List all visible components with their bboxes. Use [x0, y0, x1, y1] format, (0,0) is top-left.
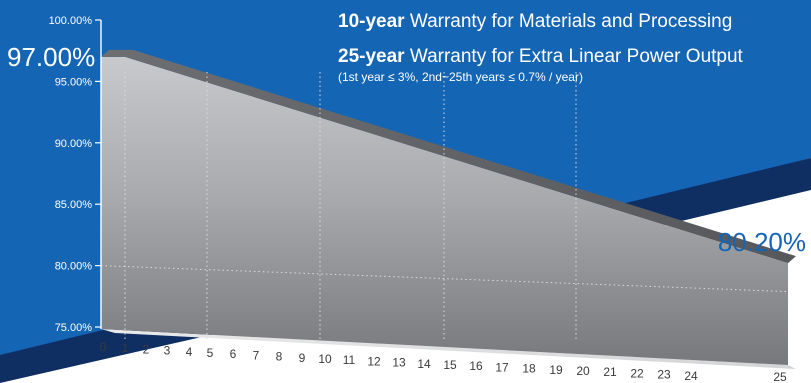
headline-line-1-rest: Warranty for Materials and Processing: [405, 11, 733, 32]
x-tick-label: 5: [207, 346, 214, 360]
x-tick-label: 2: [143, 342, 150, 356]
end-value-callout: 80.20%: [718, 227, 806, 257]
y-axis-ticks: 100.00% 95.00% 90.00% 85.00% 80.00% 75.00%: [49, 15, 101, 334]
x-axis-ticks: 0 1 2 3 4 5 6 7 8 9 10 11 12 13 14 15 16 17 18 19 20 21 22 23 24…: [100, 340, 787, 383]
start-value-callout: 97.00%: [7, 42, 95, 72]
y-tick-label: 90.00%: [55, 138, 93, 150]
x-tick-label: 22: [630, 366, 644, 380]
headline-line-1: 10-year Warranty for Materials and Proce…: [338, 11, 732, 32]
warranty-note: (1st year ≤ 3%, 2nd~25th years ≤ 0.7% / …: [338, 70, 583, 84]
horizontal-gridline: [100, 265, 789, 293]
y-tick-label: 75.00%: [55, 322, 93, 334]
slab-top-face: [101, 49, 796, 264]
x-tick-label: 19: [549, 363, 563, 377]
x-tick-label: 14: [417, 357, 431, 371]
headline-line-2-bold: 25-year: [338, 46, 405, 67]
y-tick-label: 80.00%: [55, 261, 93, 273]
y-tick-label: 95.00%: [55, 76, 93, 88]
x-tick-label: 0: [100, 340, 107, 354]
x-tick-label: 23: [657, 368, 671, 382]
headline-line-2-rest: Warranty for Extra Linear Power Output: [405, 46, 744, 67]
y-tick-label: 85.00%: [55, 199, 93, 211]
x-tick-label: 16: [469, 359, 483, 373]
x-tick-label: 20: [576, 364, 590, 378]
chart-gridlines: [100, 72, 789, 340]
x-tick-label: 4: [186, 345, 193, 359]
y-tick-label: 100.00%: [49, 15, 93, 27]
headline-line-2: 25-year Warranty for Extra Linear Power …: [338, 46, 744, 67]
x-tick-label: 11: [343, 353, 356, 367]
slab-front-face: [101, 56, 788, 366]
x-tick-label: 3: [164, 344, 171, 358]
x-tick-label: 17: [495, 360, 509, 374]
x-tick-label: 8: [276, 350, 283, 364]
x-tick-label: 1: [122, 341, 129, 355]
x-tick-label: 6: [230, 347, 237, 361]
x-tick-label: 7: [253, 348, 260, 362]
headline-line-1-bold: 10-year: [338, 11, 405, 32]
x-tick-label: 24: [684, 369, 698, 383]
x-tick-label: 18: [522, 362, 536, 376]
x-tick-label: 10: [318, 352, 332, 366]
x-tick-label: 21: [603, 365, 617, 379]
x-tick-label: 15: [443, 358, 457, 372]
slab-bottom-face: [101, 329, 796, 369]
x-tick-label: 12: [367, 354, 381, 368]
x-tick-label: 13: [392, 356, 406, 370]
x-tick-label: 25: [773, 370, 787, 383]
x-tick-label: 9: [299, 351, 306, 365]
